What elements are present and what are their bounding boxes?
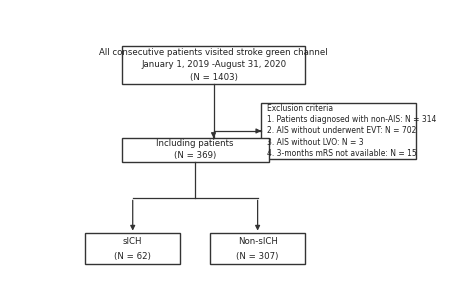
Text: (N = 1403): (N = 1403) (190, 73, 237, 82)
Text: 3. AIS without LVO: N = 3: 3. AIS without LVO: N = 3 (267, 138, 364, 147)
Text: (N = 307): (N = 307) (237, 252, 279, 261)
Text: Including patients: Including patients (156, 140, 234, 148)
Text: 4. 3-months mRS not available: N = 15: 4. 3-months mRS not available: N = 15 (267, 149, 417, 158)
Text: sICH: sICH (123, 237, 143, 246)
Text: Exclusion criteria: Exclusion criteria (267, 104, 333, 113)
Bar (261, 103, 416, 159)
Text: 2. AIS without underwent EVT: N = 702: 2. AIS without underwent EVT: N = 702 (267, 126, 416, 136)
Text: (N = 62): (N = 62) (114, 252, 151, 261)
Bar (122, 46, 305, 84)
Text: January 1, 2019 -August 31, 2020: January 1, 2019 -August 31, 2020 (141, 61, 286, 69)
Text: Non-sICH: Non-sICH (237, 237, 278, 246)
Bar (122, 138, 269, 162)
Text: 1. Patients diagnosed with non-AIS: N = 314: 1. Patients diagnosed with non-AIS: N = … (267, 115, 436, 124)
Bar (85, 233, 181, 264)
Bar (210, 233, 305, 264)
Text: All consecutive patients visited stroke green channel: All consecutive patients visited stroke … (99, 48, 328, 57)
Text: (N = 369): (N = 369) (174, 151, 216, 160)
